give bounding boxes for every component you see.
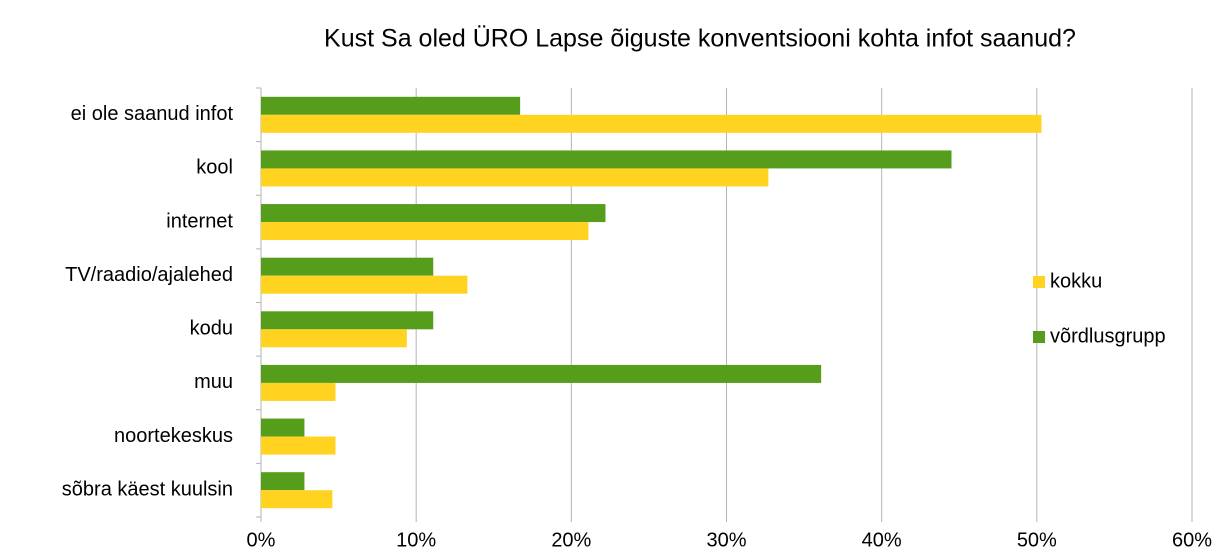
y-tick-label: kool — [196, 157, 233, 179]
y-tick-label: sõbra käest kuulsin — [62, 478, 233, 500]
bar — [261, 204, 606, 223]
y-tick-label: noortekeskus — [114, 425, 233, 447]
bar — [261, 150, 952, 169]
x-tick-label: 0% — [247, 529, 276, 551]
bar — [261, 490, 333, 509]
x-tick-label: 60% — [1172, 529, 1212, 551]
x-tick-label: 50% — [1017, 529, 1057, 551]
legend-swatch — [1033, 331, 1045, 343]
bar — [261, 275, 468, 294]
bar — [261, 364, 822, 383]
bar — [261, 436, 336, 455]
y-tick-label: kodu — [190, 318, 233, 340]
bar — [261, 472, 305, 491]
x-tick-label: 40% — [862, 529, 902, 551]
y-tick-label: TV/raadio/ajalehed — [65, 264, 233, 286]
chart-title: Kust Sa oled ÜRO Lapse õiguste konventsi… — [324, 25, 1076, 53]
y-tick-label: muu — [194, 371, 233, 393]
bar — [261, 96, 521, 115]
y-tick-label: internet — [166, 210, 233, 232]
bar — [261, 382, 336, 401]
x-tick-label: 20% — [551, 529, 591, 551]
bar — [261, 168, 769, 187]
legend-label: kokku — [1050, 270, 1102, 292]
legend-swatch — [1033, 276, 1045, 288]
bar — [261, 114, 1042, 133]
bar — [261, 257, 434, 276]
x-tick-label: 10% — [396, 529, 436, 551]
bar — [261, 311, 434, 330]
bar — [261, 222, 589, 241]
bar — [261, 418, 305, 437]
y-tick-label: ei ole saanud infot — [71, 103, 234, 125]
x-tick-label: 30% — [706, 529, 746, 551]
legend-label: võrdlusgrupp — [1050, 325, 1166, 347]
bar — [261, 329, 407, 348]
